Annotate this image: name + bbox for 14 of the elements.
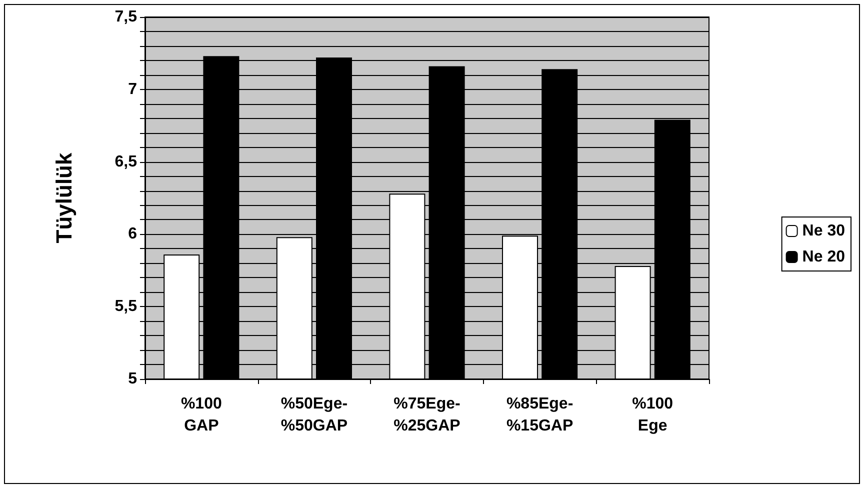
y-tick-label: 5,5 xyxy=(114,298,138,316)
y-tick-label: 5 xyxy=(128,370,138,388)
x-tick-label: %100 GAP xyxy=(180,396,222,434)
x-tick-label: %85Ege- %15GAP xyxy=(506,396,574,434)
y-tick-label: 6,5 xyxy=(114,153,138,170)
y-tick-label: 7 xyxy=(128,80,138,98)
legend-label: Ne 30 xyxy=(802,222,846,240)
y-tick-label: 7,5 xyxy=(114,8,138,26)
x-tick-label: %50Ege- %50GAP xyxy=(280,396,348,434)
legend-label: Ne 20 xyxy=(802,248,846,266)
y-tick-label: 6 xyxy=(128,226,138,243)
y-axis-title: Tüylülük xyxy=(52,152,76,244)
x-tick-label: %100 Ege xyxy=(632,396,674,434)
x-tick-label: %75Ege- %25GAP xyxy=(394,396,461,434)
